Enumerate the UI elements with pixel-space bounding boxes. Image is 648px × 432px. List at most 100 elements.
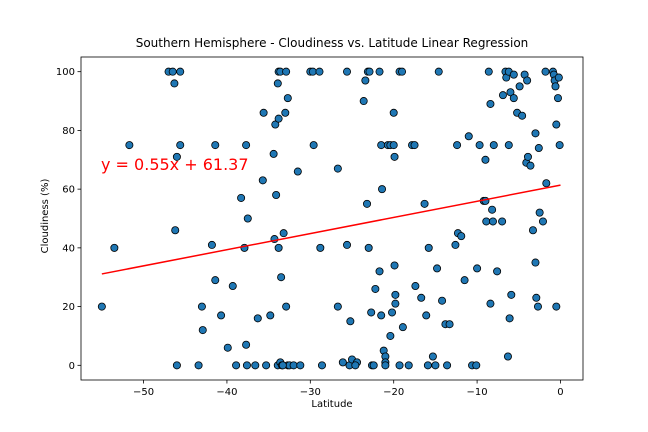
data-point — [398, 67, 407, 76]
data-point — [282, 302, 291, 311]
data-point — [361, 76, 370, 85]
data-point — [259, 108, 268, 117]
data-point — [542, 179, 551, 188]
data-point — [484, 67, 493, 76]
data-point — [251, 361, 260, 370]
data-point — [395, 361, 404, 370]
data-point — [217, 311, 226, 320]
data-point — [533, 302, 542, 311]
data-point — [171, 226, 180, 235]
x-tick-label: −10 — [467, 387, 488, 398]
data-point — [523, 152, 532, 161]
data-point — [343, 240, 352, 249]
data-point — [207, 240, 216, 249]
plot-frame — [80, 56, 584, 381]
y-tick-label: 100 — [56, 67, 75, 78]
data-point — [538, 217, 547, 226]
data-point — [359, 97, 368, 106]
data-point — [503, 352, 512, 361]
data-point — [289, 361, 298, 370]
data-point — [194, 361, 203, 370]
data-point — [308, 67, 317, 76]
data-point — [438, 296, 447, 305]
data-point — [506, 88, 515, 97]
data-point — [389, 108, 398, 117]
data-point — [351, 361, 360, 370]
y-tick-label: 40 — [62, 243, 75, 254]
data-point — [434, 67, 443, 76]
data-point — [316, 243, 325, 252]
plot-area: −50 −40 −30 −20 −10 0 0 20 40 60 80 100 — [56, 56, 584, 398]
y-axis-label: Cloudiness (%) — [40, 179, 51, 254]
data-point — [523, 76, 532, 85]
y-tick-label: 60 — [62, 185, 75, 196]
y-tick-label: 20 — [62, 302, 75, 313]
data-point — [228, 282, 237, 291]
data-point — [390, 261, 399, 270]
data-point — [278, 361, 287, 370]
data-point — [223, 343, 232, 352]
data-point — [553, 94, 562, 103]
data-point — [97, 302, 106, 311]
data-point — [283, 94, 292, 103]
data-point — [258, 176, 267, 185]
x-tick-label: −40 — [216, 387, 237, 398]
data-point — [391, 290, 400, 299]
data-point — [431, 361, 440, 370]
data-point — [528, 226, 537, 235]
data-point — [242, 340, 251, 349]
data-point — [338, 358, 347, 367]
data-point — [498, 217, 507, 226]
data-point — [272, 191, 281, 200]
data-point — [507, 290, 516, 299]
data-point — [509, 94, 518, 103]
data-point — [460, 276, 469, 285]
data-point — [552, 120, 561, 129]
data-point — [390, 152, 399, 161]
data-point — [172, 152, 181, 161]
data-point — [531, 129, 540, 138]
data-point — [488, 205, 497, 214]
data-point — [428, 352, 437, 361]
data-point — [482, 217, 491, 226]
data-point — [168, 67, 177, 76]
x-axis-label: Latitude — [311, 399, 352, 410]
data-point — [486, 99, 495, 108]
data-point — [110, 243, 119, 252]
data-point — [333, 302, 342, 311]
data-point — [269, 149, 278, 158]
data-point — [369, 361, 378, 370]
data-point — [309, 141, 318, 150]
data-point — [504, 141, 513, 150]
data-point — [243, 214, 252, 223]
data-point — [531, 258, 540, 267]
data-point — [518, 111, 527, 120]
data-point — [271, 120, 280, 129]
data-point — [552, 302, 561, 311]
data-point — [367, 308, 376, 317]
data-point — [363, 199, 372, 208]
data-point — [443, 361, 452, 370]
data-point — [377, 311, 386, 320]
data-point — [535, 208, 544, 217]
data-point — [554, 73, 563, 82]
data-point — [371, 284, 380, 293]
data-point — [410, 141, 419, 150]
data-point — [391, 299, 400, 308]
data-point — [464, 132, 473, 141]
regression-line — [101, 184, 561, 275]
data-point — [472, 361, 481, 370]
data-point — [433, 264, 442, 273]
data-point — [375, 67, 384, 76]
y-tick-label: 0 — [69, 361, 75, 372]
data-point — [488, 217, 497, 226]
data-point — [381, 361, 390, 370]
x-tick-label: 0 — [557, 387, 563, 398]
data-point — [365, 67, 374, 76]
data-point — [489, 141, 498, 150]
data-point — [293, 167, 302, 176]
data-point — [423, 361, 432, 370]
data-point — [211, 276, 220, 285]
data-point — [509, 70, 518, 79]
data-point — [420, 199, 429, 208]
